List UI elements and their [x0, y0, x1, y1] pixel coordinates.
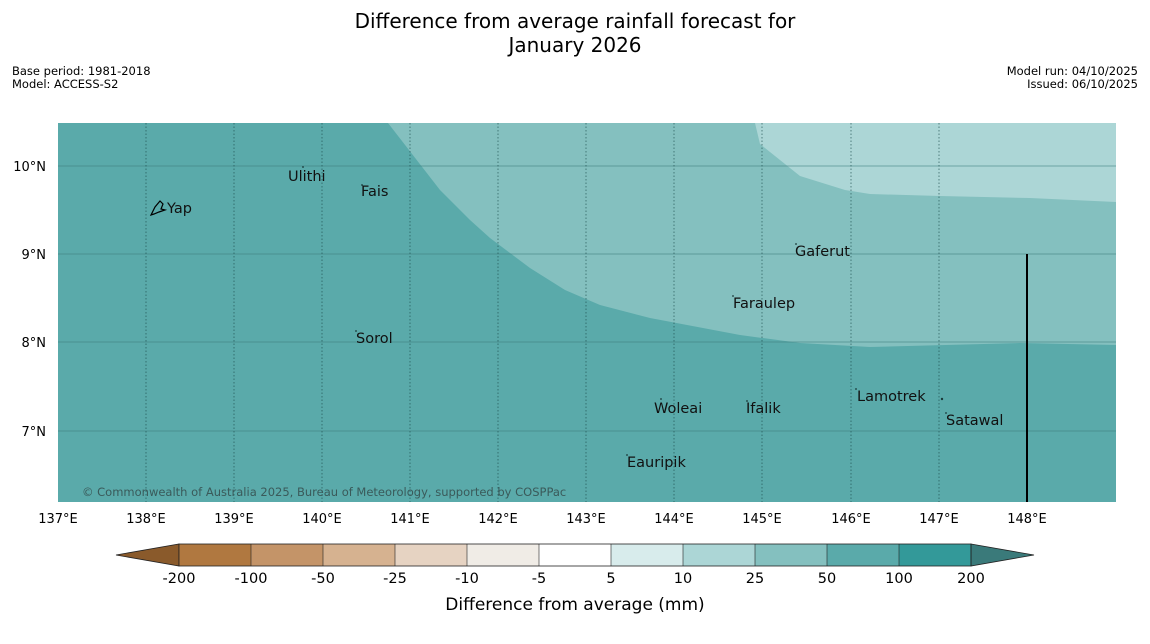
lon-label-144e: 144°E	[654, 512, 694, 527]
colorbar-label: 50	[818, 571, 836, 587]
chart-title: Difference from average rainfall forecas…	[0, 9, 1150, 57]
lon-label-139e: 139°E	[214, 512, 254, 527]
model-text: Model: ACCESS-S2	[12, 77, 119, 91]
meta-left: Base period: 1981-2018 Model: ACCESS-S2	[12, 65, 151, 91]
colorbar-segment	[827, 544, 899, 566]
colorbar-segment	[611, 544, 683, 566]
colorbar-dividers	[250, 544, 900, 566]
island-markers	[302, 166, 947, 456]
colorbar-label: -25	[383, 571, 407, 587]
lon-label-137e: 137°E	[38, 512, 78, 527]
colorbar-label: -50	[311, 571, 335, 587]
place-ifalik: Ifalik	[746, 401, 781, 417]
colorbar-segment	[179, 544, 251, 566]
colorbar-label: 100	[885, 571, 913, 587]
place-woleai: Woleai	[654, 401, 702, 417]
colorbar-segment	[899, 544, 971, 566]
colorbar-label: -100	[235, 571, 268, 587]
place-gaferut: Gaferut	[795, 244, 850, 260]
place-yap: Yap	[166, 201, 192, 217]
place-eauripik: Eauripik	[627, 455, 686, 471]
copyright-text: © Commonwealth of Australia 2025, Bureau…	[82, 485, 566, 499]
colorbar-frame	[178, 543, 972, 567]
lon-label-146e: 146°E	[831, 512, 871, 527]
meta-right: Model run: 04/10/2025 Issued: 06/10/2025	[1007, 65, 1138, 91]
colorbar-title: Difference from average (mm)	[445, 595, 704, 615]
colorbar-segment	[323, 544, 395, 566]
lon-label-145e: 145°E	[742, 512, 782, 527]
colorbar-label: -200	[163, 571, 196, 587]
place-faraulep: Faraulep	[733, 296, 795, 312]
colorbar-extend-low	[115, 543, 180, 567]
colorbar-extend-high	[970, 543, 1035, 567]
place-lamotrek: Lamotrek	[857, 389, 926, 405]
colorbar-segment	[539, 544, 611, 566]
colorbar-segment	[755, 544, 827, 566]
longitude-gridlines	[145, 123, 940, 502]
lon-label-143e: 143°E	[566, 512, 606, 527]
lat-label-10n: 10°N	[13, 160, 46, 175]
colorbar-label: 10	[674, 571, 692, 587]
lat-label-8n: 8°N	[22, 336, 47, 351]
colorbar-segment	[395, 544, 467, 566]
colorbar-label: 200	[957, 571, 985, 587]
lon-label-148e: 148°E	[1007, 512, 1047, 527]
colorbar-label: -5	[532, 571, 546, 587]
map-area: Yap Ulithi Fais Gaferut Faraulep Sorol L…	[58, 123, 1116, 502]
issued-text: Issued: 06/10/2025	[1027, 77, 1138, 91]
place-sorol: Sorol	[356, 331, 393, 347]
place-satawal: Satawal	[946, 413, 1003, 429]
lon-label-141e: 141°E	[390, 512, 430, 527]
lon-label-138e: 138°E	[126, 512, 166, 527]
colorbar-segment	[683, 544, 755, 566]
lon-label-147e: 147°E	[919, 512, 959, 527]
model-run-text: Model run: 04/10/2025	[1006, 64, 1138, 78]
latitude-labels: 10°N 9°N 8°N 7°N	[13, 160, 46, 440]
title-line-1: Difference from average rainfall forecas…	[354, 9, 796, 33]
lon-label-140e: 140°E	[302, 512, 342, 527]
colorbar-label: 5	[606, 571, 615, 587]
rain-band-10-25	[755, 123, 1116, 202]
title-line-2: January 2026	[508, 33, 642, 57]
colorbar-label: -10	[455, 571, 479, 587]
colorbar-segment	[467, 544, 539, 566]
yap-island-outline	[149, 200, 168, 217]
colorbar-label: 25	[746, 571, 764, 587]
base-period-text: Base period: 1981-2018	[12, 64, 151, 78]
colorbar-segment	[251, 544, 323, 566]
place-ulithi: Ulithi	[288, 169, 326, 185]
colorbar: -200 -100 -50 -25 -10 -5 5 10 25 50 100 …	[115, 543, 1035, 615]
lat-label-7n: 7°N	[22, 425, 47, 440]
lat-label-9n: 9°N	[22, 248, 47, 263]
longitude-labels: 137°E 138°E 139°E 140°E 141°E 142°E 143°…	[38, 512, 1047, 527]
place-fais: Fais	[361, 184, 388, 200]
lon-label-142e: 142°E	[478, 512, 518, 527]
